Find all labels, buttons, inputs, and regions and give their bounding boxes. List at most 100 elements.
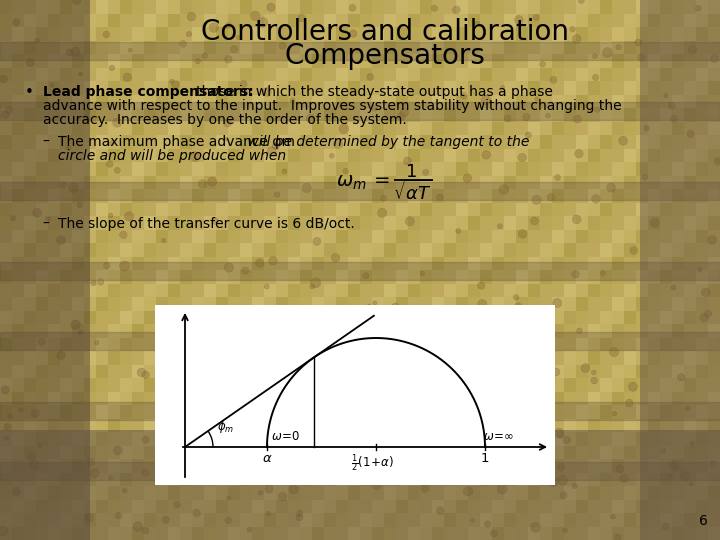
Bar bbox=[372, 338, 384, 351]
Bar bbox=[36, 0, 48, 14]
Circle shape bbox=[593, 53, 598, 58]
Bar bbox=[300, 378, 312, 392]
Bar bbox=[276, 122, 288, 135]
Bar bbox=[516, 392, 528, 405]
Bar bbox=[372, 500, 384, 513]
Bar bbox=[684, 40, 696, 54]
Bar bbox=[324, 162, 336, 176]
Bar bbox=[504, 392, 516, 405]
Bar bbox=[480, 338, 492, 351]
Bar bbox=[492, 68, 504, 81]
Bar bbox=[564, 230, 576, 243]
Bar bbox=[252, 432, 264, 445]
Bar bbox=[276, 216, 288, 229]
Bar bbox=[348, 392, 360, 405]
Bar bbox=[468, 0, 480, 14]
Circle shape bbox=[109, 141, 114, 146]
Bar bbox=[48, 459, 60, 472]
Bar bbox=[324, 472, 336, 486]
Bar bbox=[108, 176, 120, 189]
Bar bbox=[240, 40, 252, 54]
Bar bbox=[300, 513, 312, 526]
Bar bbox=[504, 256, 516, 270]
Bar bbox=[144, 122, 156, 135]
Bar bbox=[624, 40, 636, 54]
Bar bbox=[552, 378, 564, 392]
Bar bbox=[660, 310, 672, 324]
Circle shape bbox=[329, 153, 334, 158]
Bar bbox=[84, 324, 96, 338]
Bar bbox=[660, 202, 672, 216]
Circle shape bbox=[310, 278, 320, 288]
Bar bbox=[84, 284, 96, 297]
Bar bbox=[36, 27, 48, 40]
Circle shape bbox=[260, 368, 265, 373]
Bar bbox=[192, 500, 204, 513]
Bar bbox=[468, 378, 480, 392]
Bar bbox=[72, 14, 84, 27]
Circle shape bbox=[454, 352, 460, 358]
Bar bbox=[84, 176, 96, 189]
Bar bbox=[96, 243, 108, 256]
Bar bbox=[588, 0, 600, 14]
Bar bbox=[156, 526, 168, 540]
Bar bbox=[588, 243, 600, 256]
Bar bbox=[168, 364, 180, 378]
Bar bbox=[708, 500, 720, 513]
Bar bbox=[648, 243, 660, 256]
Bar bbox=[300, 27, 312, 40]
Bar bbox=[252, 122, 264, 135]
Bar bbox=[396, 122, 408, 135]
Bar bbox=[24, 135, 36, 148]
Bar bbox=[336, 418, 348, 432]
Bar bbox=[600, 202, 612, 216]
Bar bbox=[600, 364, 612, 378]
Bar bbox=[708, 472, 720, 486]
Bar bbox=[132, 230, 144, 243]
Circle shape bbox=[592, 194, 600, 203]
Bar bbox=[588, 392, 600, 405]
Bar bbox=[480, 162, 492, 176]
Bar bbox=[528, 284, 540, 297]
Bar bbox=[72, 338, 84, 351]
Bar bbox=[660, 338, 672, 351]
Bar bbox=[132, 472, 144, 486]
Bar bbox=[708, 216, 720, 229]
Bar bbox=[132, 500, 144, 513]
Circle shape bbox=[534, 15, 539, 21]
Circle shape bbox=[314, 372, 323, 382]
Bar bbox=[636, 472, 648, 486]
Bar bbox=[528, 81, 540, 94]
Bar bbox=[216, 526, 228, 540]
Bar bbox=[648, 500, 660, 513]
Bar bbox=[120, 162, 132, 176]
Bar bbox=[168, 202, 180, 216]
Circle shape bbox=[463, 174, 472, 183]
Bar bbox=[576, 202, 588, 216]
Circle shape bbox=[504, 115, 511, 122]
Bar bbox=[240, 432, 252, 445]
Bar bbox=[312, 364, 324, 378]
Bar bbox=[252, 324, 264, 338]
Bar bbox=[696, 284, 708, 297]
Bar bbox=[684, 392, 696, 405]
Bar bbox=[372, 472, 384, 486]
Bar bbox=[168, 392, 180, 405]
Bar bbox=[324, 378, 336, 392]
Circle shape bbox=[549, 477, 558, 487]
Bar bbox=[0, 176, 12, 189]
Bar bbox=[696, 230, 708, 243]
Bar bbox=[36, 202, 48, 216]
Bar bbox=[216, 202, 228, 216]
Circle shape bbox=[108, 213, 113, 218]
Bar bbox=[588, 202, 600, 216]
Bar bbox=[276, 297, 288, 310]
Text: will be determined by the tangent to the: will be determined by the tangent to the bbox=[243, 135, 529, 149]
Bar bbox=[60, 446, 72, 459]
Bar bbox=[132, 27, 144, 40]
Bar bbox=[372, 418, 384, 432]
Circle shape bbox=[161, 238, 166, 242]
Bar bbox=[60, 54, 72, 68]
Bar bbox=[312, 122, 324, 135]
Bar bbox=[12, 40, 24, 54]
